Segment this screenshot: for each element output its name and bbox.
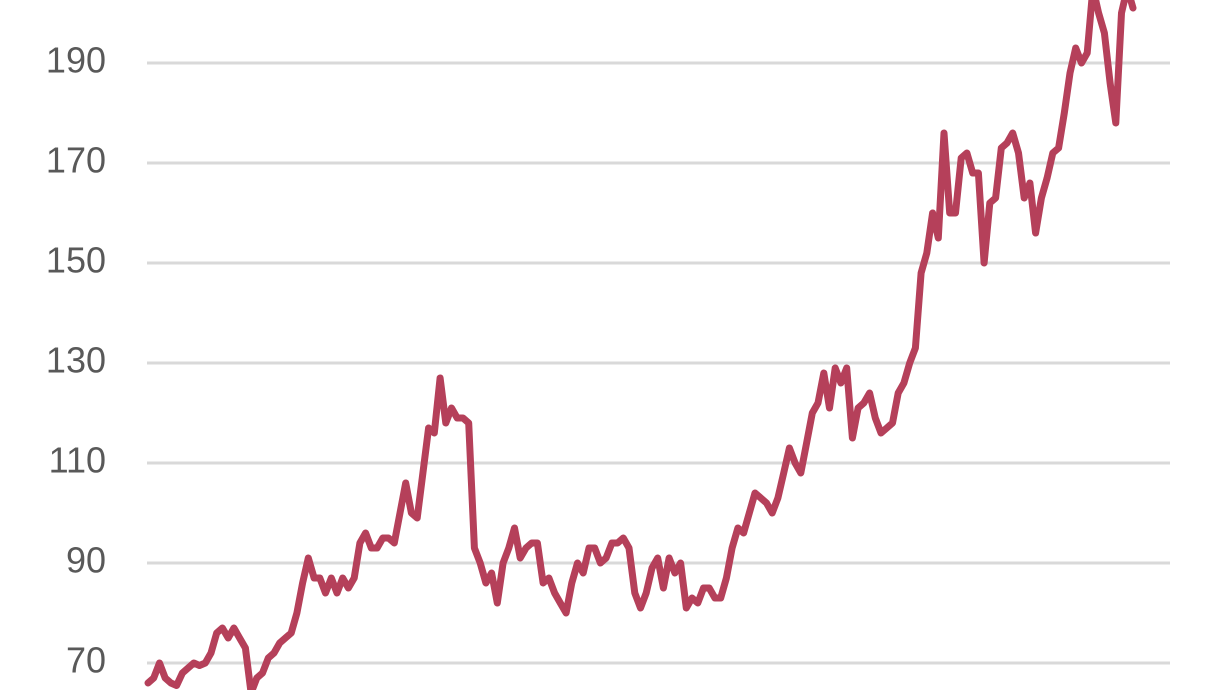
y-tick-label: 110 [49,440,106,481]
y-tick-label: 130 [46,340,106,381]
y-tick-label: 190 [46,40,106,81]
y-tick-label: 150 [46,240,106,281]
y-tick-label: 70 [66,640,106,681]
y-tick-label: 170 [46,140,106,181]
y-tick-label: 90 [66,540,106,581]
data-line [144,0,1137,690]
